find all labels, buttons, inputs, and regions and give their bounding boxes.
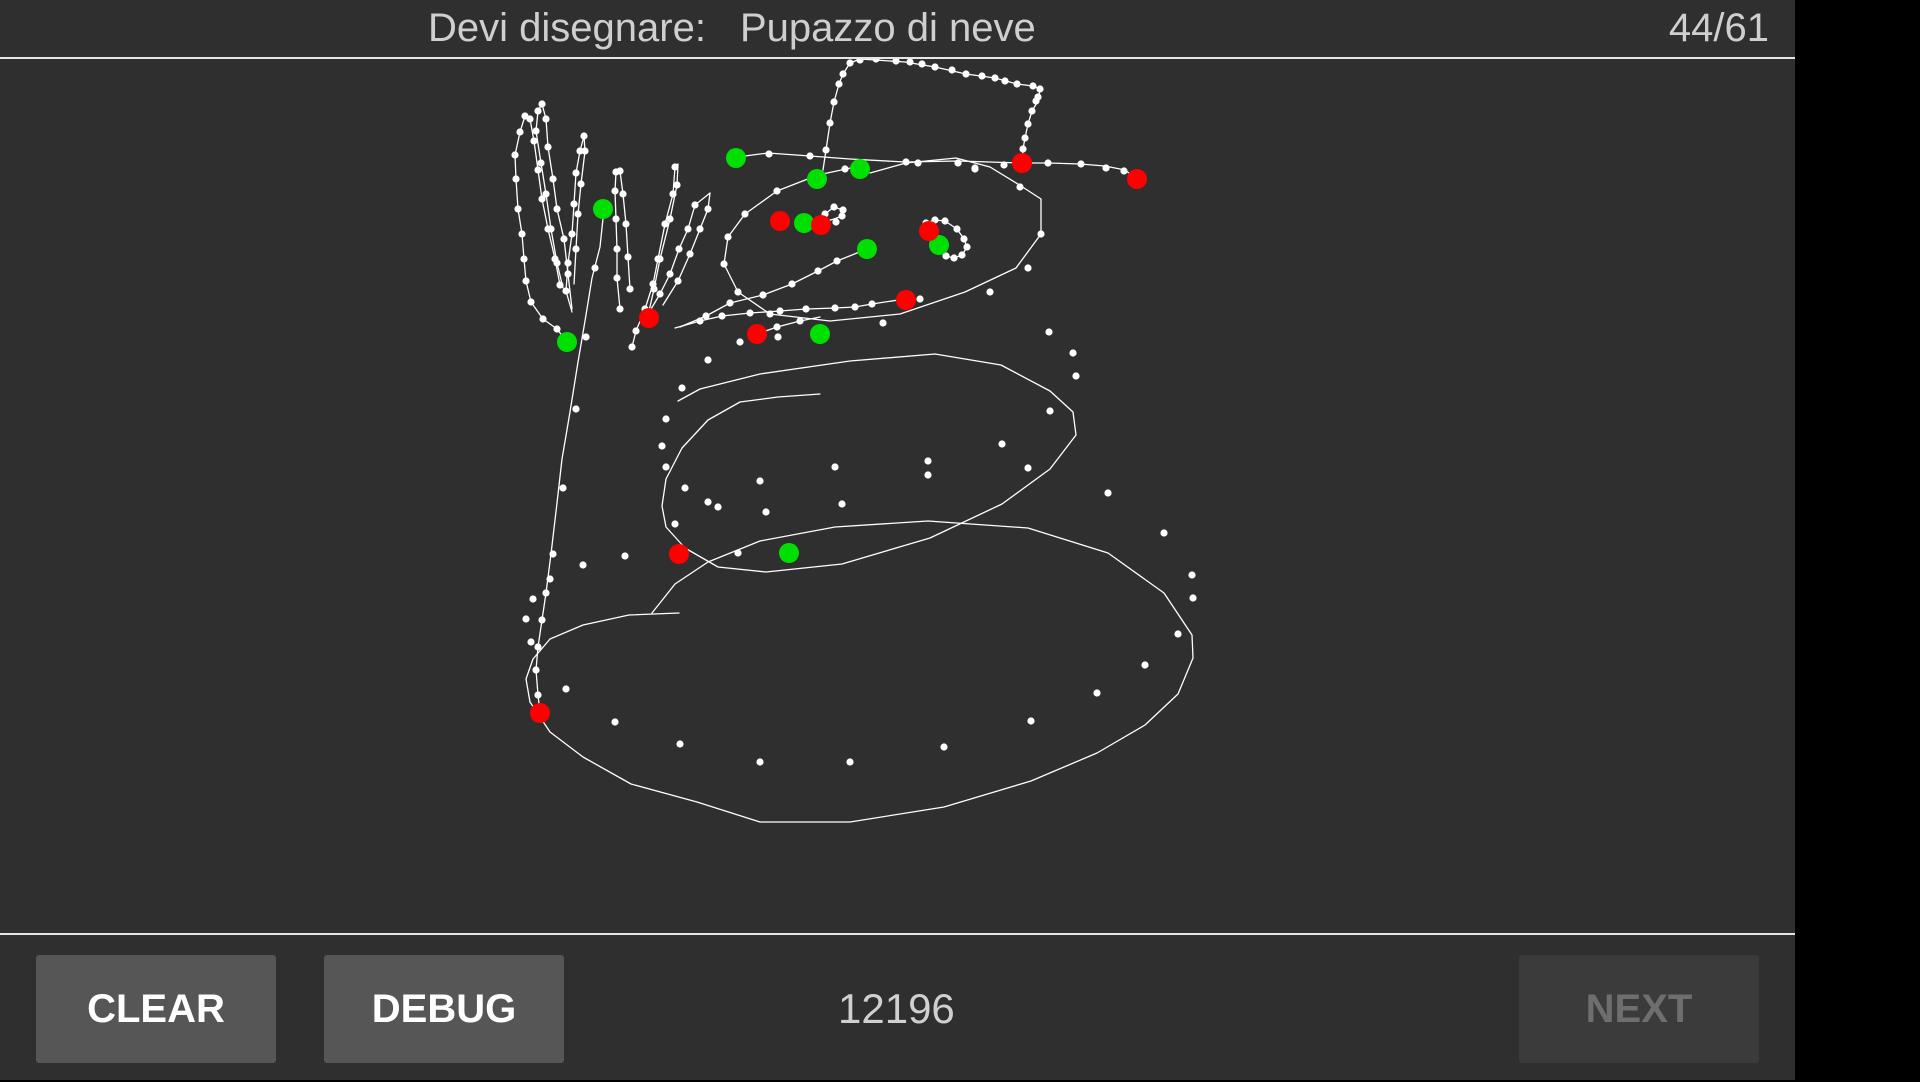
finger-5-stroke (631, 163, 679, 348)
next-button[interactable]: NEXT (1519, 955, 1759, 1063)
drawing-canvas[interactable] (0, 59, 1795, 933)
hat-brim-stroke (736, 152, 1138, 180)
sketch-points (511, 59, 1197, 766)
finger-6-stroke (647, 192, 711, 315)
clear-button[interactable]: CLEAR (36, 955, 276, 1063)
debug-button[interactable]: DEBUG (324, 955, 564, 1063)
stroke-start-markers (557, 148, 949, 563)
head-stroke (723, 157, 1042, 322)
target-word: Pupazzo di neve (739, 6, 1036, 50)
score-value: 12196 (838, 985, 955, 1032)
scarf-stroke (674, 298, 906, 329)
right-black-bar (1795, 0, 1920, 1080)
header-bar: Devi disegnare: Pupazzo di neve 44/61 (0, 0, 1795, 59)
footer-bar: CLEAR DEBUG 12196 NEXT (0, 933, 1795, 1082)
progress-counter: 44/61 (1668, 6, 1769, 50)
hat-top-stroke (822, 59, 1041, 171)
drawing-prompt: Devi disegnare: Pupazzo di neve (428, 6, 1036, 51)
prompt-label: Devi disegnare: (428, 6, 706, 50)
scarf-inner-stroke (756, 316, 821, 335)
arm-stroke (535, 208, 605, 714)
bottom-ball-stroke (525, 520, 1194, 823)
sketch-svg (511, 59, 1197, 823)
finger-1-stroke (514, 115, 568, 343)
drawing-app: Devi disegnare: Pupazzo di neve 44/61 (0, 0, 1795, 1080)
stroke-end-markers (530, 153, 1147, 723)
middle-ball-stroke (661, 353, 1077, 573)
